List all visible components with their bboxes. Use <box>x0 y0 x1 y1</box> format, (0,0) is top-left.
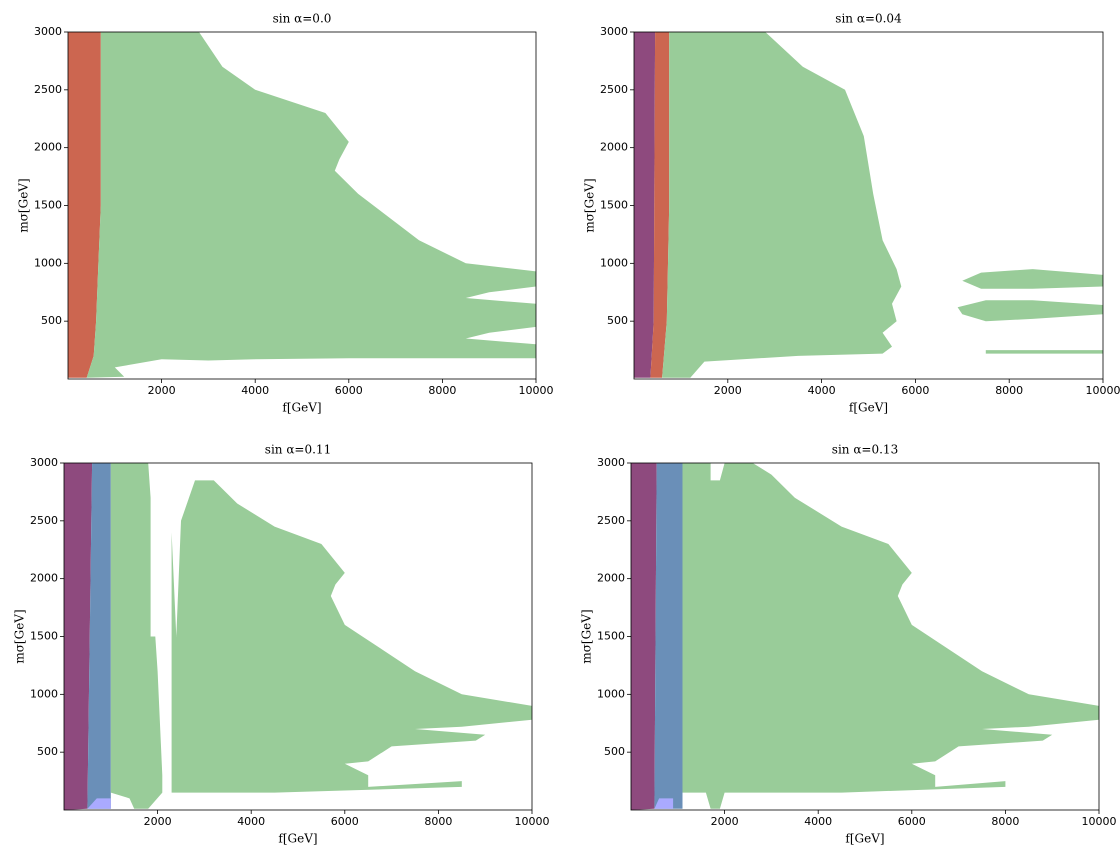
region <box>662 32 902 378</box>
region <box>682 463 1099 809</box>
y-axis-label: mσ[GeV] <box>13 609 27 663</box>
region <box>87 463 111 809</box>
y-tick-label: 1500 <box>597 630 625 643</box>
y-tick-label: 500 <box>41 314 62 327</box>
x-tick-label: 10000 <box>519 384 554 397</box>
y-tick-label: 1000 <box>34 256 62 269</box>
y-tick-label: 1000 <box>30 687 58 700</box>
region <box>650 32 670 378</box>
x-tick-label: 8000 <box>428 384 456 397</box>
y-tick-label: 500 <box>607 314 628 327</box>
x-tick-label: 2000 <box>714 384 742 397</box>
x-tick-label: 4000 <box>804 815 832 828</box>
subplot: 2000 4000 6000 8000 10000 500 1000 1500 2000 2500… <box>17 12 554 415</box>
y-tick-label: 3000 <box>597 456 625 469</box>
y-tick-label: 2500 <box>30 514 58 527</box>
y-tick-label: 1000 <box>597 687 625 700</box>
y-tick-label: 1500 <box>600 199 628 212</box>
chart-title: sin α=0.11 <box>265 443 331 457</box>
x-tick-label: 2000 <box>144 815 172 828</box>
subplot: 2000 4000 6000 8000 10000 500 1000 1500 2000 2500… <box>583 12 1120 415</box>
x-tick-label: 2000 <box>148 384 176 397</box>
x-tick-label: 6000 <box>331 815 359 828</box>
region <box>68 32 101 378</box>
x-tick-label: 8000 <box>424 815 452 828</box>
y-tick-label: 1500 <box>30 630 58 643</box>
y-tick-label: 2000 <box>34 141 62 154</box>
region <box>654 798 674 809</box>
x-axis-label: f[GeV] <box>849 401 888 415</box>
y-tick-label: 500 <box>37 745 58 758</box>
chart-title: sin α=0.04 <box>835 12 902 26</box>
x-tick-label: 10000 <box>515 815 550 828</box>
region <box>985 350 1103 354</box>
y-tick-label: 2000 <box>597 572 625 585</box>
region <box>64 463 93 810</box>
region <box>87 798 111 809</box>
x-tick-label: 10000 <box>1082 815 1117 828</box>
region <box>654 463 683 809</box>
region <box>110 463 163 809</box>
chart-title: sin α=0.13 <box>832 443 898 457</box>
y-tick-label: 500 <box>604 745 625 758</box>
subplot: 2000 4000 6000 8000 10000 500 1000 1500 2000 2500… <box>580 443 1117 846</box>
x-tick-label: 6000 <box>901 384 929 397</box>
region <box>631 463 657 810</box>
x-axis-label: f[GeV] <box>282 401 321 415</box>
x-tick-label: 8000 <box>995 384 1023 397</box>
region <box>171 480 532 793</box>
x-tick-label: 10000 <box>1086 384 1120 397</box>
x-tick-label: 4000 <box>237 815 265 828</box>
region <box>957 300 1103 322</box>
y-axis-label: mσ[GeV] <box>17 178 31 232</box>
x-tick-label: 8000 <box>991 815 1019 828</box>
x-tick-label: 2000 <box>711 815 739 828</box>
y-tick-label: 2500 <box>600 83 628 96</box>
region <box>962 269 1103 289</box>
y-tick-label: 1500 <box>34 199 62 212</box>
y-tick-label: 3000 <box>600 25 628 38</box>
x-tick-label: 4000 <box>808 384 836 397</box>
chart-title: sin α=0.0 <box>273 12 332 26</box>
region <box>86 32 536 378</box>
x-tick-label: 6000 <box>898 815 926 828</box>
x-axis-label: f[GeV] <box>845 832 884 846</box>
y-tick-label: 2500 <box>34 83 62 96</box>
region <box>634 32 656 378</box>
y-axis-label: mσ[GeV] <box>580 609 594 663</box>
y-tick-label: 2500 <box>597 514 625 527</box>
y-tick-label: 3000 <box>34 25 62 38</box>
x-tick-label: 4000 <box>241 384 269 397</box>
y-tick-label: 2000 <box>600 141 628 154</box>
x-axis-label: f[GeV] <box>278 832 317 846</box>
y-tick-label: 3000 <box>30 456 58 469</box>
y-axis-label: mσ[GeV] <box>583 178 597 232</box>
y-tick-label: 2000 <box>30 572 58 585</box>
subplot: 2000 4000 6000 8000 10000 500 1000 1500 2000 2500… <box>13 443 550 846</box>
x-tick-label: 6000 <box>335 384 363 397</box>
y-tick-label: 1000 <box>600 256 628 269</box>
